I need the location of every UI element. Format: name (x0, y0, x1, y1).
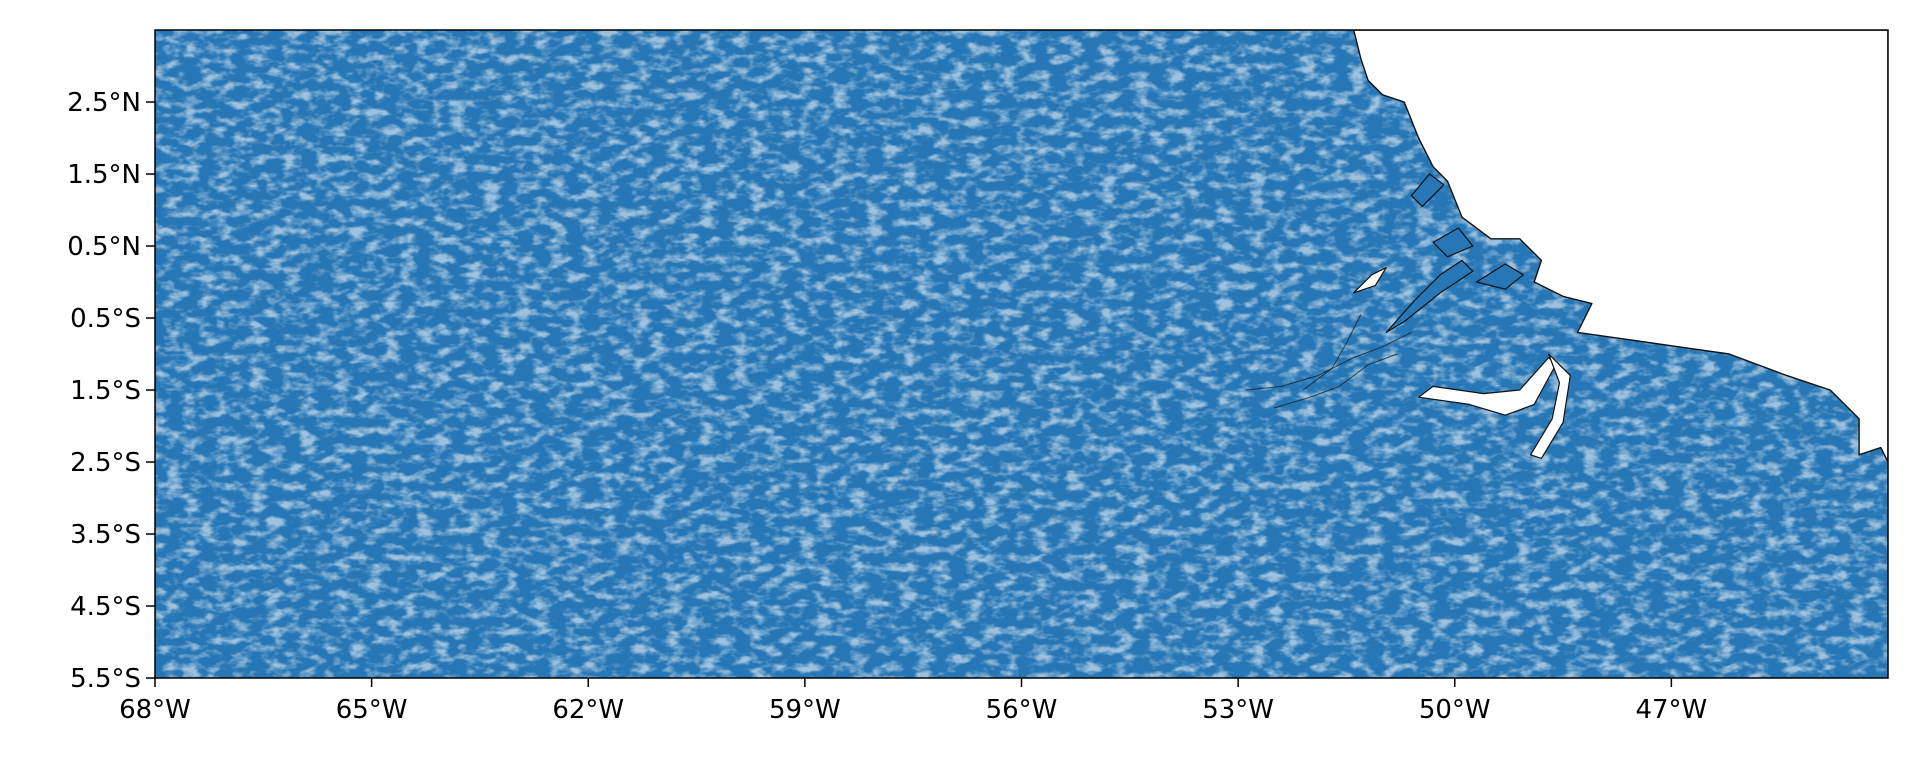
river-line-1 (1245, 331, 1412, 391)
island-1 (1385, 259, 1474, 333)
x-tick-label-2: 62°W (552, 695, 624, 725)
y-tick-label-4: 1.5°S (70, 376, 141, 406)
river-channel-3 (1353, 267, 1387, 294)
y-tick-label-3: 0.5°S (70, 304, 141, 334)
longitude-axis: 68°W 65°W 62°W 59°W 56°W 53°W 50°W 47°W (119, 678, 1707, 725)
island-2 (1432, 227, 1474, 258)
x-tick-label-5: 53°W (1202, 695, 1274, 725)
river-channel-2 (1530, 353, 1571, 459)
y-tick-label-2: 0.5°N (67, 232, 141, 262)
x-tick-label-0: 68°W (119, 695, 191, 725)
y-tick-label-5: 2.5°S (70, 448, 141, 478)
y-tick-label-7: 4.5°S (70, 592, 141, 622)
y-tick-label-1: 1.5°N (67, 160, 141, 190)
y-tick-label-6: 3.5°S (70, 520, 141, 550)
y-tick-label-0: 2.5°N (67, 88, 141, 118)
x-tick-label-6: 50°W (1419, 695, 1491, 725)
island-group (1385, 173, 1524, 333)
river-channels (1353, 267, 1571, 459)
map-plot-area (155, 30, 1888, 678)
island-4 (1410, 173, 1445, 207)
river-line-2 (1274, 353, 1398, 409)
island-3 (1475, 263, 1524, 290)
x-tick-label-7: 47°W (1635, 695, 1707, 725)
ocean-area (1353, 30, 1888, 463)
y-tick-label-8: 5.5°S (70, 664, 141, 694)
latitude-axis: 2.5°N 1.5°N 0.5°N 0.5°S 1.5°S 2.5°S 3.5°S 4.5°S… (67, 88, 155, 694)
x-tick-label-4: 56°W (986, 695, 1058, 725)
river-line-3 (1302, 314, 1362, 391)
x-tick-label-3: 59°W (769, 695, 841, 725)
x-tick-label-1: 65°W (336, 695, 408, 725)
river-lines (1245, 314, 1412, 409)
